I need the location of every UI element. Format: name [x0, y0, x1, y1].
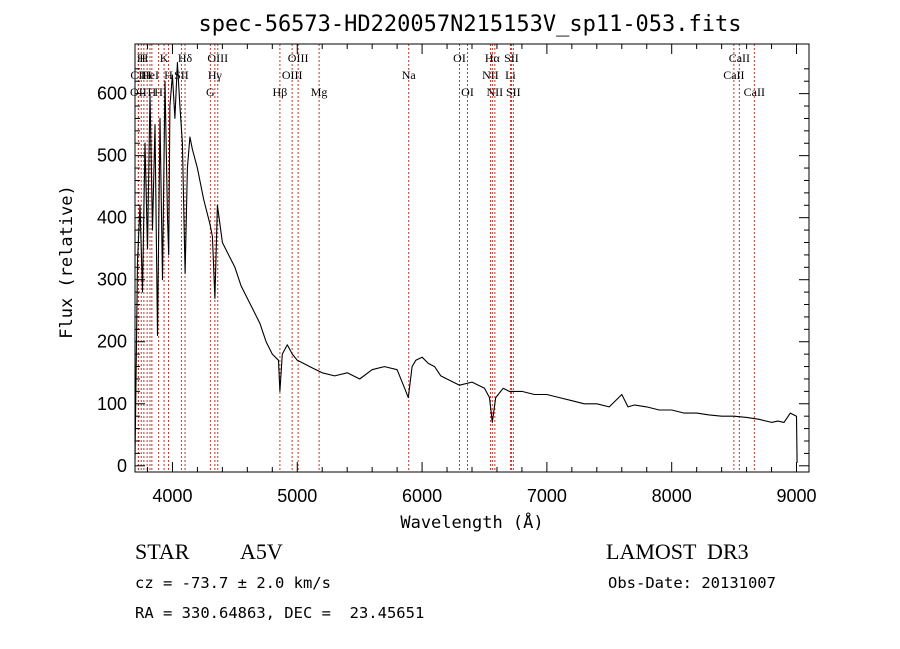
emission-line-label: OIII: [288, 51, 309, 65]
emission-line-label: H: [154, 85, 163, 99]
x-tick-label: 6000: [402, 486, 442, 506]
emission-line-label: CaII: [729, 51, 750, 65]
survey-release: LAMOST DR3: [606, 539, 749, 564]
emission-line-markers: [137, 44, 755, 472]
emission-line-label: H: [137, 51, 146, 65]
chart-title: spec-56573-HD220057N215153V_sp11-053.fit…: [198, 12, 741, 37]
emission-line-label: SII: [506, 85, 521, 99]
y-tick-label: 200: [97, 332, 127, 352]
emission-line-label: NII: [482, 68, 499, 82]
y-axis-label: Flux (relative): [57, 185, 77, 339]
object-subclass: A5V: [240, 539, 283, 564]
emission-line-label: H: [164, 68, 173, 82]
x-tick-label: 4000: [152, 486, 192, 506]
emission-line-label: Li: [505, 68, 516, 82]
emission-line-label: OIII: [207, 51, 228, 65]
y-tick-label: 0: [117, 456, 127, 476]
emission-line-label: Na: [402, 68, 417, 82]
x-tick-label: 7000: [527, 486, 567, 506]
emission-line-label: Mg: [311, 85, 328, 99]
x-axis-label: Wavelength (Å): [400, 511, 543, 533]
x-tick-label: 5000: [277, 486, 317, 506]
y-tick-label: 300: [97, 270, 127, 290]
y-tick-label: 600: [97, 84, 127, 104]
emission-line-label: SII: [504, 51, 519, 65]
y-axis: 0 100 200 300 400 500 600: [97, 68, 809, 476]
y-tick-label: 100: [97, 394, 127, 414]
flux-series-line: [134, 62, 798, 463]
emission-line-label: OII: [130, 85, 147, 99]
emission-line-label: Hβ: [273, 85, 288, 99]
y-tick-label: 400: [97, 208, 127, 228]
spectrum-chart: spec-56573-HD220057N215153V_sp11-053.fit…: [57, 12, 817, 533]
emission-line-label: NII: [487, 85, 504, 99]
emission-line-label: Hδ: [178, 51, 193, 65]
emission-line-label: CaII: [723, 68, 744, 82]
emission-line-label: OI: [453, 51, 466, 65]
redshift-velocity: cz = -73.7 ± 2.0 km/s: [135, 574, 331, 592]
emission-line-label: OIII: [282, 68, 303, 82]
x-tick-label: 8000: [652, 486, 692, 506]
emission-line-label: CII: [130, 68, 146, 82]
emission-line-label: H: [140, 51, 149, 65]
emission-line-label: H: [148, 85, 157, 99]
emission-line-label: K: [160, 51, 169, 65]
emission-line-label: CaII: [744, 85, 765, 99]
coordinates: RA = 330.64863, DEC = 23.45651: [135, 604, 425, 622]
emission-line-label: G: [206, 85, 215, 99]
plot-frame: [134, 43, 810, 473]
emission-line-label: Hγ: [208, 68, 223, 82]
emission-line-label: H: [143, 68, 152, 82]
emission-line-label: OI: [461, 85, 474, 99]
x-axis: 4000 5000 6000 7000 8000 9000: [146, 44, 817, 506]
emission-line-label: HeI: [141, 68, 159, 82]
y-tick-label: 500: [97, 146, 127, 166]
observation-date: Obs-Date: 20131007: [608, 574, 776, 592]
emission-line-label: Hα: [485, 51, 501, 65]
x-tick-label: 9000: [776, 486, 816, 506]
object-type: STAR: [135, 539, 190, 564]
